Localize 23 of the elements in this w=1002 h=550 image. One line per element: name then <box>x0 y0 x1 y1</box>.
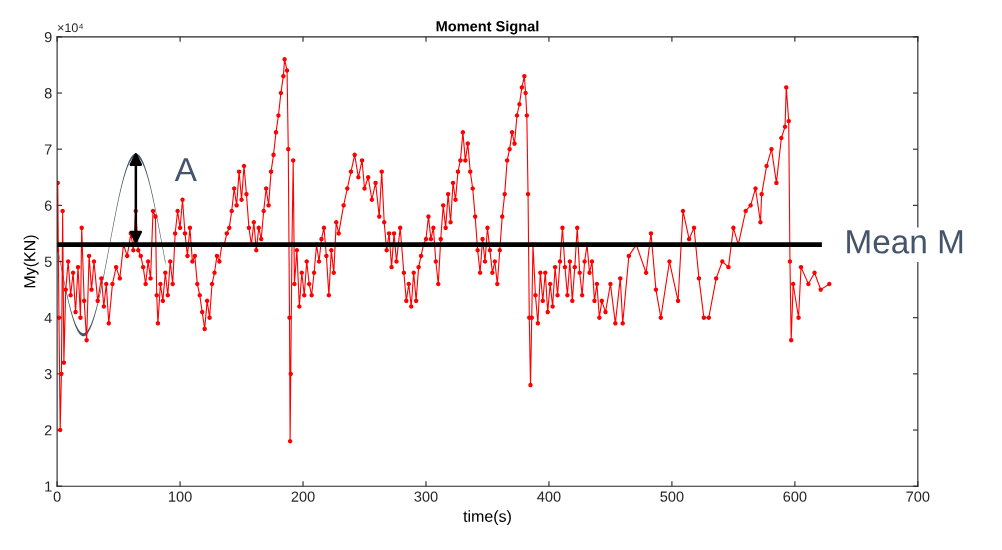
y-tick-label: 1 <box>45 481 52 492</box>
x-tick-label: 100 <box>169 491 192 502</box>
chart-title: Moment Signal <box>436 20 539 35</box>
x-tick-label: 300 <box>414 491 438 502</box>
text: ×10⁴ <box>57 23 84 33</box>
annotation: A <box>174 158 197 182</box>
series-label: Mean M <box>847 230 963 254</box>
x-tick-label: 0 <box>53 491 61 502</box>
y-tick-label: 7 <box>44 144 52 155</box>
x-tick-label: 500 <box>660 491 684 502</box>
y-tick-label: 5 <box>44 256 52 267</box>
x-tick-label: 600 <box>783 491 807 502</box>
y-axis-title: My(KN) <box>23 235 39 288</box>
x-tick-label: 200 <box>291 491 315 502</box>
x-axis-title: time(s) <box>463 510 511 526</box>
x-tick-label: 700 <box>906 491 930 502</box>
x-tick-label: 400 <box>537 491 561 502</box>
y-tick-label: 6 <box>44 200 52 211</box>
y-tick-label: 2 <box>44 425 52 436</box>
y-tick-label: 9 <box>44 31 52 43</box>
y-tick-label: 3 <box>44 368 52 380</box>
y-tick-label: 8 <box>44 88 52 99</box>
y-tick-label: 4 <box>44 312 52 323</box>
